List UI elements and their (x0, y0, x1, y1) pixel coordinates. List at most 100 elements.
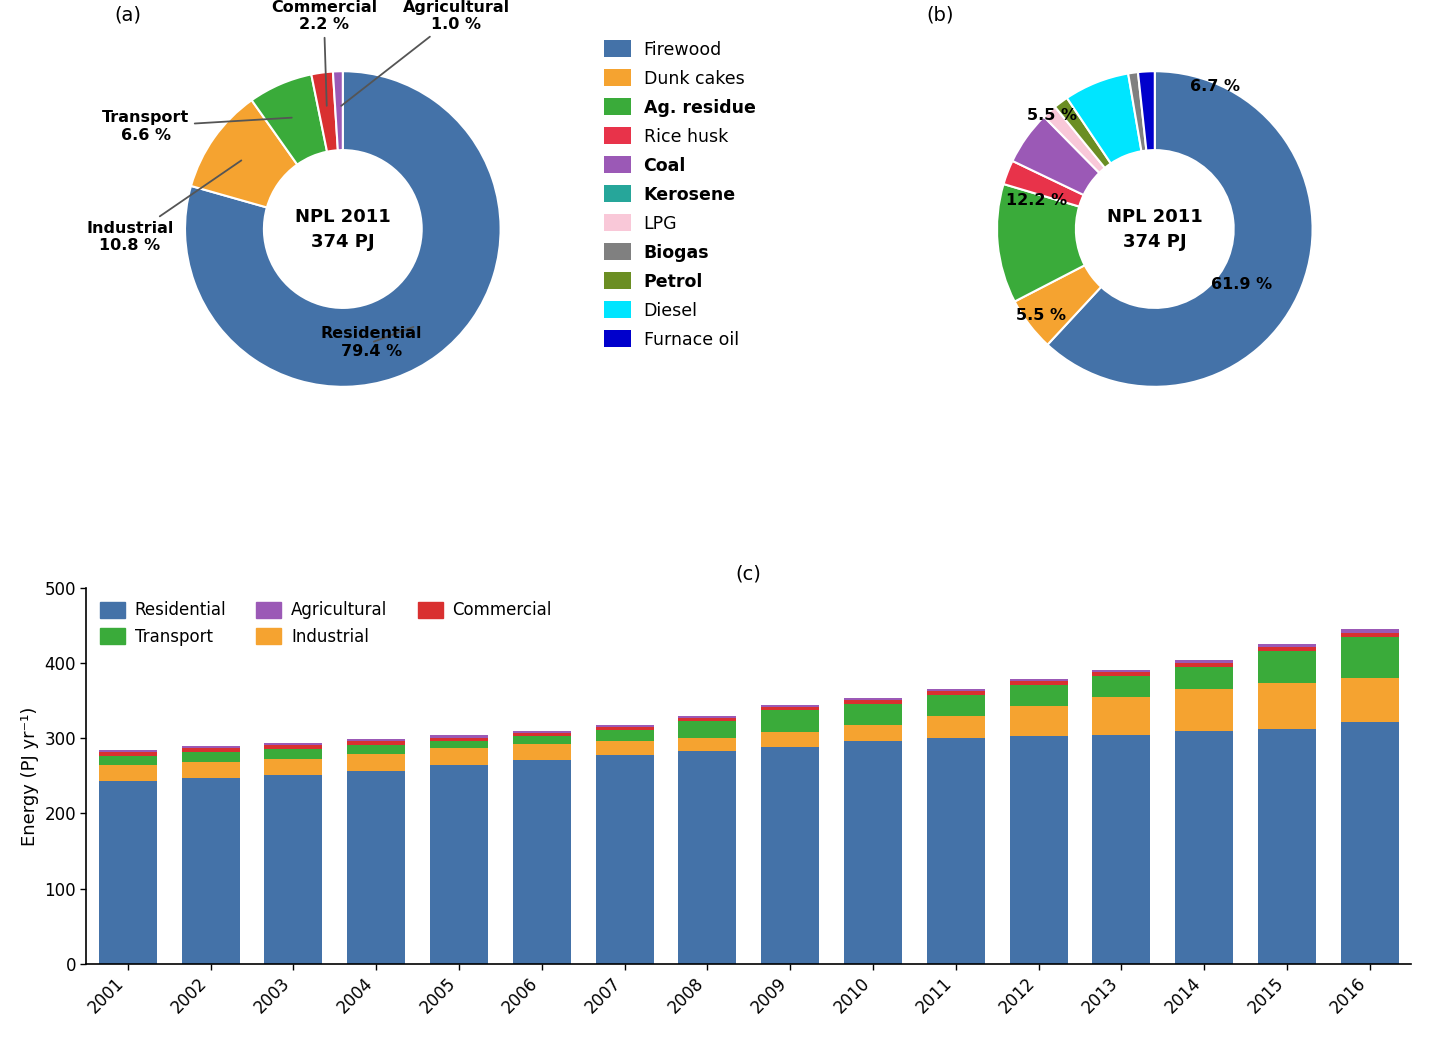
Bar (99, 782, 157, 964)
Bar (927, 690, 985, 695)
Bar (678, 737, 736, 751)
Bar (1009, 706, 1067, 736)
Text: 12.2 %: 12.2 % (1007, 193, 1067, 209)
Bar (347, 741, 405, 746)
Bar (1259, 651, 1316, 683)
Bar (431, 735, 488, 737)
Text: 5.5 %: 5.5 % (1017, 308, 1066, 323)
Bar (431, 765, 488, 964)
Bar (431, 748, 488, 765)
Bar (762, 705, 819, 707)
Legend: Firewood, Dunk cakes, Ag. residue, Rice husk, Coal, Kerosene, LPG, Biogas, Petro: Firewood, Dunk cakes, Ag. residue, Rice … (603, 40, 756, 348)
Bar (1093, 676, 1151, 697)
Bar (265, 749, 323, 758)
Wedge shape (996, 184, 1084, 302)
Text: NPL 2011
374 PJ: NPL 2011 374 PJ (295, 208, 390, 251)
Bar (844, 724, 901, 741)
Bar (927, 738, 985, 964)
Wedge shape (1047, 71, 1313, 387)
Bar (1175, 689, 1233, 731)
Bar (927, 688, 985, 690)
Wedge shape (1012, 116, 1099, 195)
Bar (678, 716, 736, 718)
Bar (927, 695, 985, 716)
Bar (181, 761, 239, 778)
Bar (347, 746, 405, 754)
Bar (1175, 660, 1233, 663)
Bar (1009, 679, 1067, 681)
Bar (678, 718, 736, 721)
Bar (596, 755, 654, 964)
Bar (844, 741, 901, 964)
Bar (596, 726, 654, 730)
Bar (762, 732, 819, 747)
Bar (1009, 685, 1067, 706)
Bar (265, 758, 323, 775)
Bar (1093, 670, 1151, 672)
Legend: Residential, Transport, Agricultural, Industrial, Commercial: Residential, Transport, Agricultural, In… (95, 596, 557, 650)
Bar (762, 707, 819, 711)
Text: (a): (a) (114, 5, 141, 24)
Bar (347, 739, 405, 741)
Bar (596, 741, 654, 755)
Wedge shape (252, 74, 327, 164)
Bar (347, 771, 405, 964)
Y-axis label: Energy (PJ yr⁻¹): Energy (PJ yr⁻¹) (20, 706, 39, 845)
Bar (762, 747, 819, 964)
Bar (1093, 697, 1151, 735)
Text: Agricultural
1.0 %: Agricultural 1.0 % (341, 0, 510, 106)
Bar (1009, 736, 1067, 964)
Wedge shape (1015, 265, 1102, 345)
Wedge shape (1044, 107, 1104, 173)
Bar (678, 721, 736, 737)
Bar (265, 775, 323, 964)
Bar (265, 742, 323, 746)
Bar (1259, 647, 1316, 651)
Wedge shape (1067, 73, 1142, 163)
Bar (678, 751, 736, 964)
Bar (1341, 636, 1398, 678)
Wedge shape (1128, 72, 1146, 151)
Bar (1093, 735, 1151, 964)
Bar (265, 746, 323, 749)
Text: Commercial
2.2 %: Commercial 2.2 % (271, 0, 377, 106)
Bar (513, 733, 570, 736)
Bar (1175, 731, 1233, 964)
Bar (347, 754, 405, 771)
Text: (b): (b) (926, 5, 953, 24)
Bar (1009, 681, 1067, 685)
Text: 6.7 %: 6.7 % (1189, 79, 1240, 94)
Bar (99, 765, 157, 782)
Title: (c): (c) (736, 564, 762, 584)
Wedge shape (311, 72, 338, 151)
Bar (762, 711, 819, 732)
Bar (99, 755, 157, 765)
Bar (1341, 633, 1398, 636)
Bar (431, 740, 488, 748)
Bar (513, 743, 570, 760)
Bar (99, 752, 157, 755)
Bar (1259, 644, 1316, 647)
Wedge shape (333, 71, 343, 150)
Text: Industrial
10.8 %: Industrial 10.8 % (86, 160, 242, 253)
Text: Residential
79.4 %: Residential 79.4 % (321, 326, 422, 359)
Bar (513, 760, 570, 964)
Bar (181, 746, 239, 748)
Bar (431, 737, 488, 740)
Bar (1175, 667, 1233, 689)
Bar (181, 748, 239, 752)
Text: Transport
6.6 %: Transport 6.6 % (102, 110, 292, 143)
Bar (1259, 729, 1316, 964)
Bar (1341, 629, 1398, 633)
Bar (513, 731, 570, 733)
Bar (181, 778, 239, 964)
Bar (99, 750, 157, 752)
Bar (1175, 663, 1233, 667)
Wedge shape (192, 101, 297, 208)
Bar (181, 752, 239, 761)
Bar (1341, 722, 1398, 964)
Bar (844, 700, 901, 704)
Wedge shape (1056, 97, 1110, 168)
Wedge shape (1004, 161, 1084, 207)
Text: NPL 2011
374 PJ: NPL 2011 374 PJ (1107, 208, 1202, 251)
